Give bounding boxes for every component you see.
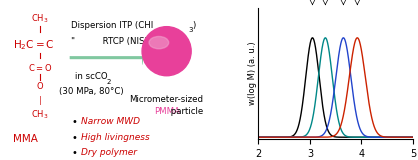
Text: 3: 3 <box>189 27 193 33</box>
Text: "          RTCP (NIS): " RTCP (NIS) <box>71 37 148 46</box>
Ellipse shape <box>142 27 191 76</box>
Text: Narrow MWD: Narrow MWD <box>82 117 140 126</box>
Text: (30 MPa, 80°C): (30 MPa, 80°C) <box>59 87 124 96</box>
Text: •: • <box>71 133 77 143</box>
Text: CH$_3$: CH$_3$ <box>31 109 49 121</box>
Text: particle: particle <box>168 108 203 116</box>
Text: 2: 2 <box>107 79 111 85</box>
Text: MMA: MMA <box>13 134 38 144</box>
Text: C$=$O: C$=$O <box>28 62 52 73</box>
Text: O: O <box>37 82 43 91</box>
Text: PMMA: PMMA <box>154 108 180 116</box>
Text: in scCO: in scCO <box>75 72 108 81</box>
Text: Dry polymer: Dry polymer <box>82 148 138 157</box>
Text: •: • <box>71 148 77 158</box>
Text: |: | <box>39 96 41 105</box>
Text: Micrometer-sized: Micrometer-sized <box>130 95 204 104</box>
Text: ): ) <box>192 21 195 30</box>
Text: H$_2$C$=$C: H$_2$C$=$C <box>13 38 54 52</box>
Y-axis label: w(log M) (a. u.): w(log M) (a. u.) <box>248 42 257 105</box>
Text: •: • <box>71 117 77 127</box>
Text: High livingness: High livingness <box>82 133 150 142</box>
Text: CH$_3$: CH$_3$ <box>31 13 49 25</box>
Ellipse shape <box>149 36 169 49</box>
Text: Dispersion ITP (CHI: Dispersion ITP (CHI <box>71 21 153 30</box>
